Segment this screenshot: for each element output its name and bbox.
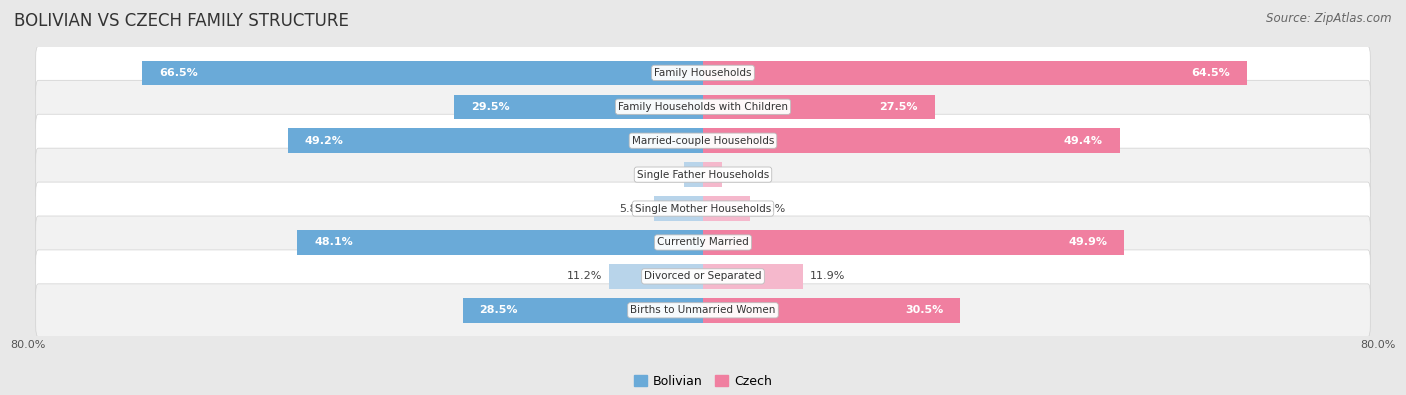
FancyBboxPatch shape <box>35 80 1371 133</box>
Bar <box>683 162 703 187</box>
Text: 27.5%: 27.5% <box>880 102 918 112</box>
Text: 48.1%: 48.1% <box>314 237 353 247</box>
FancyBboxPatch shape <box>35 284 1371 337</box>
Text: 28.5%: 28.5% <box>479 305 517 315</box>
Bar <box>703 298 960 323</box>
Text: 64.5%: 64.5% <box>1191 68 1230 78</box>
FancyBboxPatch shape <box>35 216 1371 269</box>
Text: 11.9%: 11.9% <box>810 271 845 281</box>
Bar <box>463 298 703 323</box>
Text: Currently Married: Currently Married <box>657 237 749 247</box>
Text: 5.6%: 5.6% <box>756 203 785 214</box>
Bar <box>703 128 1119 153</box>
Text: 49.2%: 49.2% <box>305 136 343 146</box>
Text: 29.5%: 29.5% <box>471 102 509 112</box>
Bar <box>454 94 703 119</box>
Text: Divorced or Separated: Divorced or Separated <box>644 271 762 281</box>
Text: 5.8%: 5.8% <box>619 203 647 214</box>
FancyBboxPatch shape <box>35 46 1371 99</box>
Bar <box>703 196 751 221</box>
Text: Family Households: Family Households <box>654 68 752 78</box>
Text: Births to Unmarried Women: Births to Unmarried Women <box>630 305 776 315</box>
FancyBboxPatch shape <box>35 182 1371 235</box>
Text: 30.5%: 30.5% <box>905 305 943 315</box>
Text: 49.9%: 49.9% <box>1069 237 1107 247</box>
Bar <box>654 196 703 221</box>
Text: 11.2%: 11.2% <box>567 271 602 281</box>
Text: Source: ZipAtlas.com: Source: ZipAtlas.com <box>1267 12 1392 25</box>
Text: Family Households with Children: Family Households with Children <box>619 102 787 112</box>
Text: BOLIVIAN VS CZECH FAMILY STRUCTURE: BOLIVIAN VS CZECH FAMILY STRUCTURE <box>14 12 349 30</box>
Bar <box>703 60 1247 85</box>
Text: 2.3%: 2.3% <box>648 169 676 180</box>
FancyBboxPatch shape <box>35 250 1371 303</box>
Text: Married-couple Households: Married-couple Households <box>631 136 775 146</box>
Text: Single Father Households: Single Father Households <box>637 169 769 180</box>
Text: 66.5%: 66.5% <box>159 68 198 78</box>
Bar <box>703 162 723 187</box>
Bar <box>703 94 935 119</box>
Bar <box>609 264 703 289</box>
Bar <box>703 230 1123 255</box>
Legend: Bolivian, Czech: Bolivian, Czech <box>630 370 776 393</box>
Text: Single Mother Households: Single Mother Households <box>636 203 770 214</box>
Bar <box>288 128 703 153</box>
Text: 2.3%: 2.3% <box>730 169 758 180</box>
Text: 49.4%: 49.4% <box>1064 136 1102 146</box>
FancyBboxPatch shape <box>35 114 1371 167</box>
FancyBboxPatch shape <box>35 148 1371 201</box>
Bar <box>142 60 703 85</box>
Bar <box>297 230 703 255</box>
Bar <box>703 264 803 289</box>
